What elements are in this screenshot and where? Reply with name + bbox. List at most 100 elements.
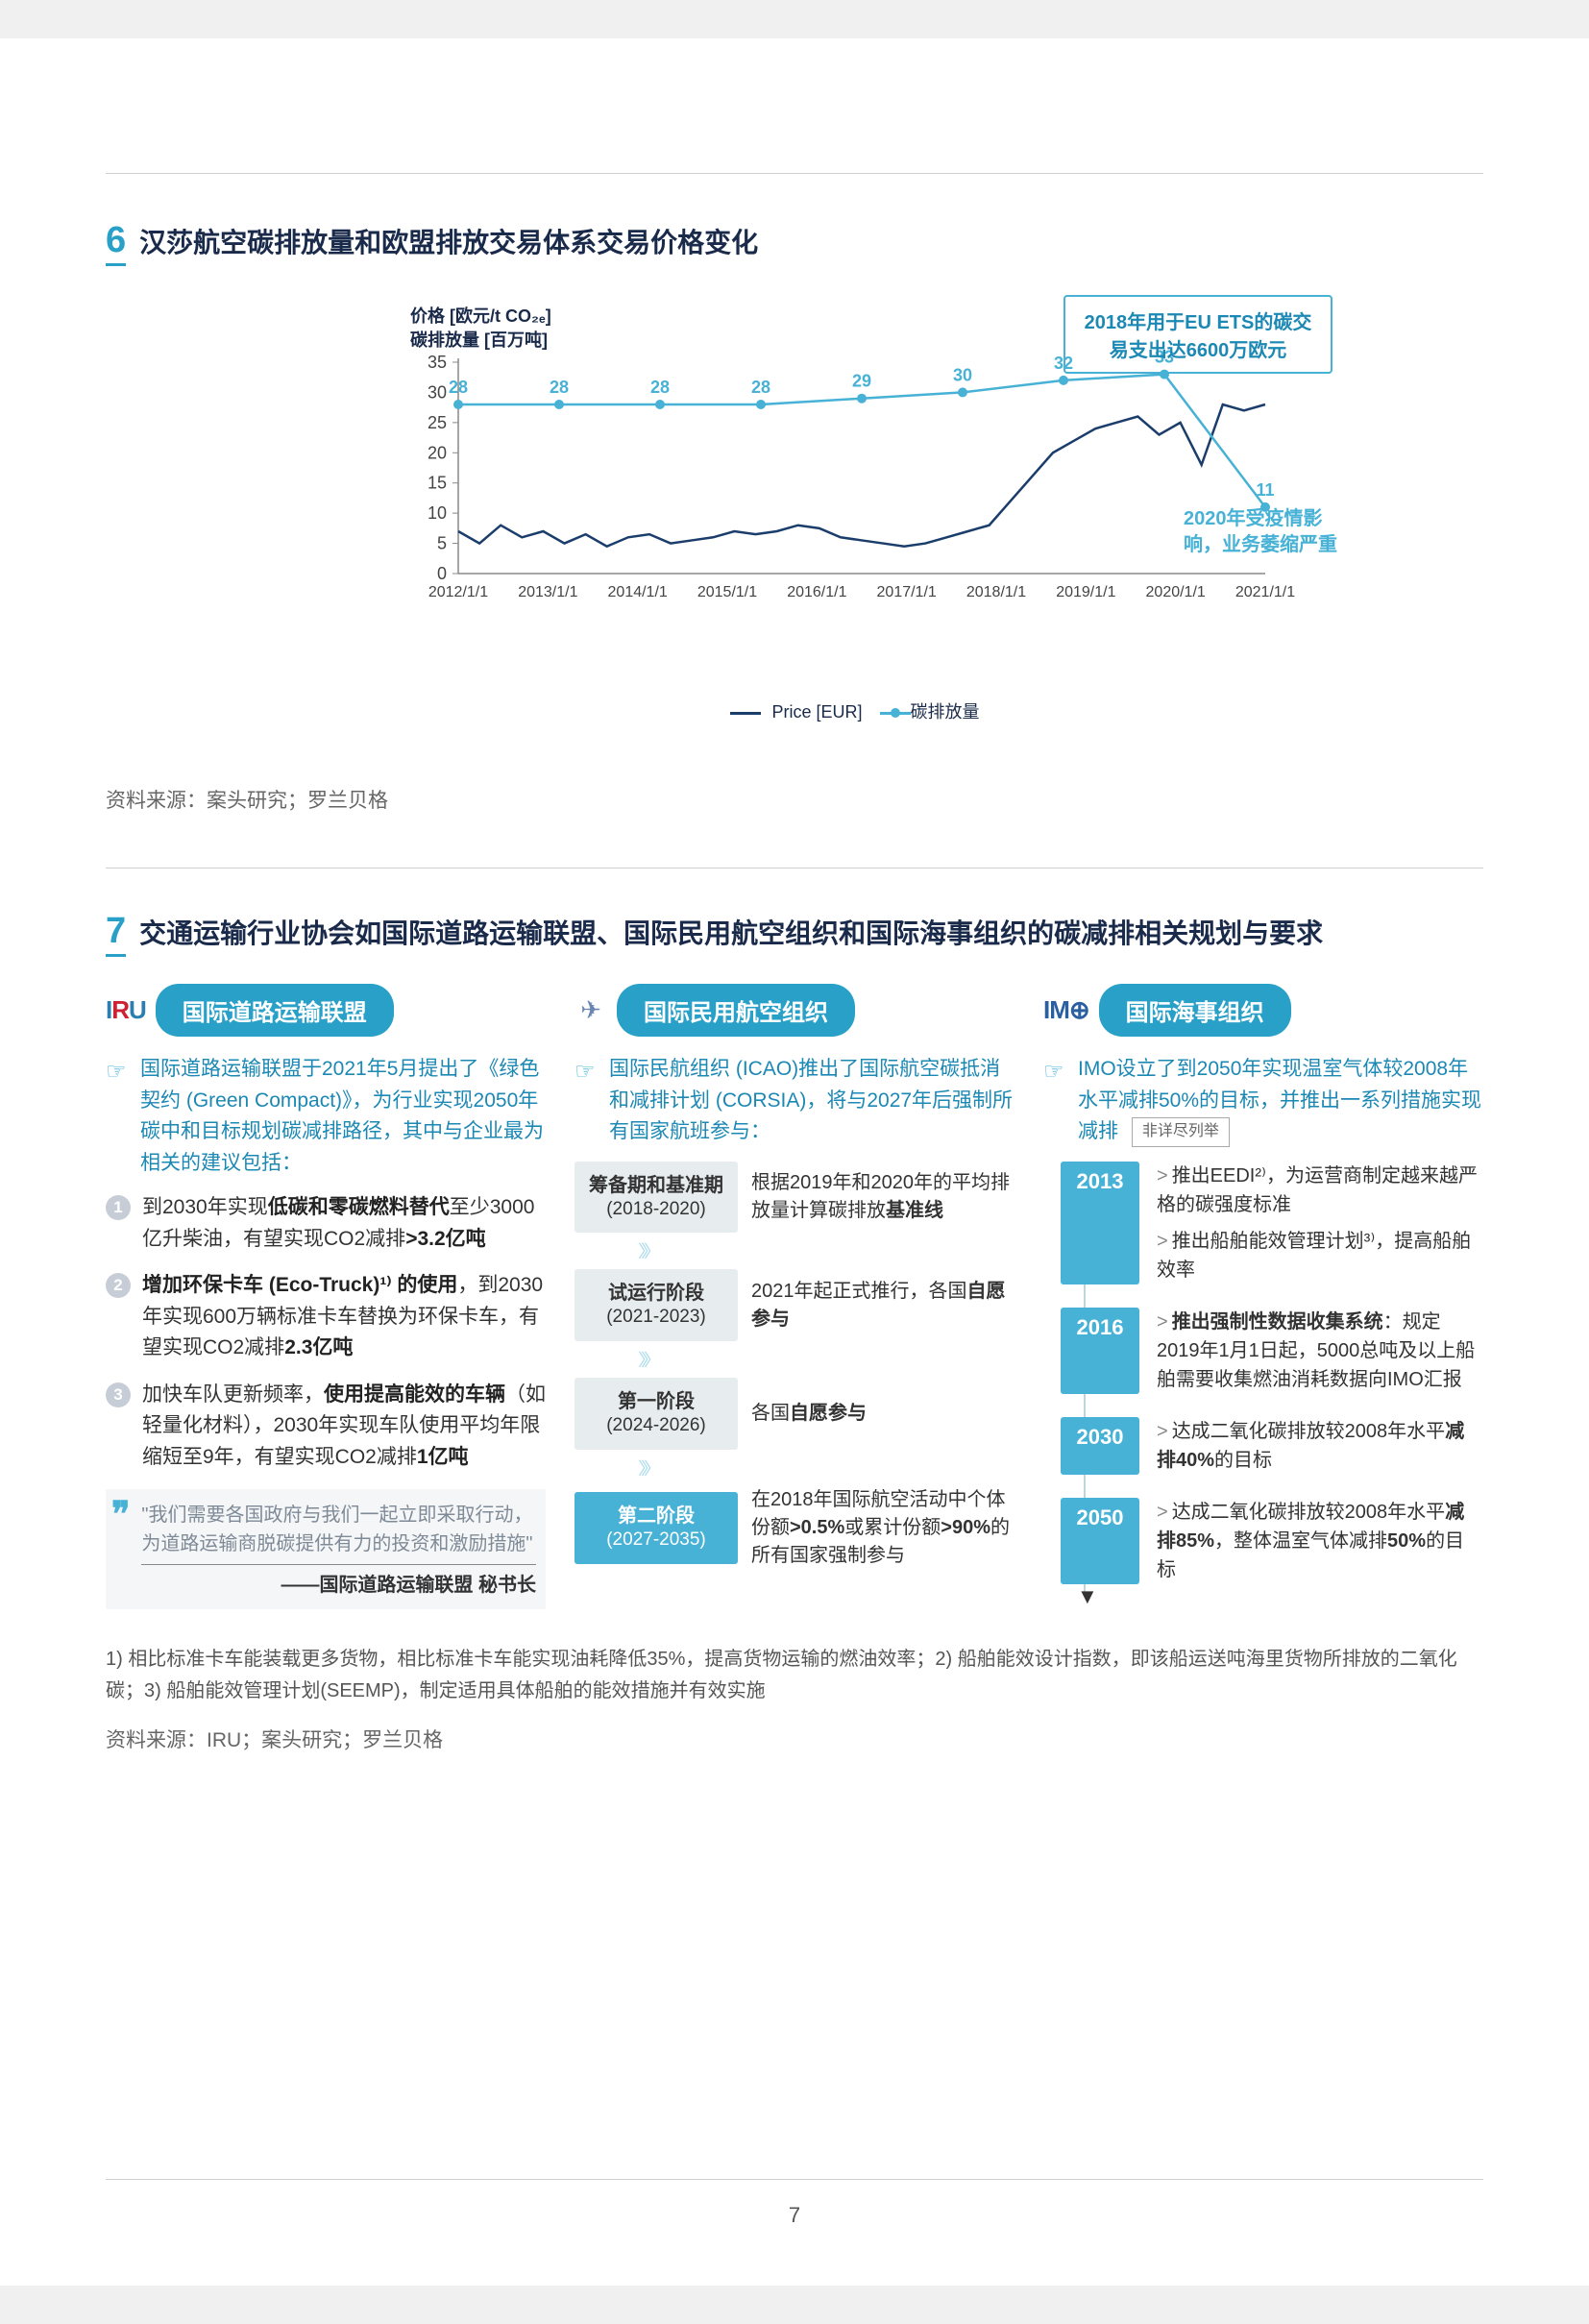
section-7-number: 7 bbox=[106, 911, 126, 957]
tl-2030: 2030 >达成二氧化碳排放较2008年水平减排40%的目标 bbox=[1061, 1417, 1483, 1475]
iru-b2-text: 增加环保卡车 (Eco-Truck)¹⁾ 的使用，到2030年实现600万辆标准… bbox=[142, 1270, 546, 1364]
iru-b1-text: 到2030年实现低碳和零碳燃料替代至少3000亿升柴油，有望实现CO2减排>3.… bbox=[142, 1192, 546, 1255]
phase-1-box: 筹备期和基准期 (2018-2020) bbox=[574, 1162, 738, 1234]
icao-intro: ☞ 国际民航组织 (ICAO)推出了国际航空碳抵消和减排计划 (CORSIA)，… bbox=[574, 1054, 1015, 1148]
svg-text:2013/1/1: 2013/1/1 bbox=[518, 584, 577, 600]
y-label-1: 价格 [欧元/t CO₂ₑ] bbox=[410, 305, 551, 329]
phase-3: 第一阶段 (2024-2026) 各国自愿参与 bbox=[574, 1378, 1015, 1450]
svg-text:28: 28 bbox=[550, 378, 569, 397]
tl-2013-items: >推出EEDI²⁾，为运营商制定越来越严格的碳强度标准 >推出船舶能效管理计划³… bbox=[1157, 1162, 1483, 1284]
hand-icon: ☞ bbox=[106, 1054, 131, 1179]
legend-emis-swatch bbox=[891, 708, 900, 718]
y-label-2: 碳排放量 [百万吨] bbox=[410, 329, 551, 353]
hand-icon: ☞ bbox=[574, 1054, 599, 1148]
svg-text:2017/1/1: 2017/1/1 bbox=[877, 584, 937, 600]
svg-text:28: 28 bbox=[449, 378, 468, 397]
phase-1-yr: (2018-2020) bbox=[580, 1198, 732, 1222]
bullet-num-2: 2 bbox=[106, 1273, 131, 1298]
col-iru: IRU 国际道路运输联盟 ☞ 国际道路运输联盟于2021年5月提出了《绿色契约 … bbox=[106, 984, 546, 1609]
tl-2030-text: 达成二氧化碳排放较2008年水平减排40%的目标 bbox=[1157, 1421, 1464, 1471]
svg-text:15: 15 bbox=[428, 474, 447, 493]
svg-text:30: 30 bbox=[953, 365, 972, 384]
tl-2050: 2050 >达成二氧化碳排放较2008年水平减排85%，整体温室气体减排50%的… bbox=[1061, 1498, 1483, 1584]
tl-2013-a: 推出EEDI²⁾，为运营商制定越来越严格的碳强度标准 bbox=[1157, 1165, 1478, 1215]
quote-attr: ——国际道路运输联盟 秘书长 bbox=[141, 1564, 536, 1600]
tl-2030-item: >达成二氧化碳排放较2008年水平减排40%的目标 bbox=[1157, 1417, 1483, 1475]
chevron-icon: 〉〉〉 bbox=[638, 1456, 1015, 1480]
tl-2050-item: >达成二氧化碳排放较2008年水平减排85%，整体温室气体减排50%的目标 bbox=[1157, 1498, 1483, 1584]
phase-4-name: 第二阶段 bbox=[580, 1504, 732, 1529]
chevron-icon: 〉〉〉 bbox=[638, 1347, 1015, 1372]
chevron-icon: 〉〉〉 bbox=[638, 1238, 1015, 1263]
svg-text:0: 0 bbox=[437, 564, 447, 583]
quote-text: "我们需要各国政府与我们一起立即采取行动，为道路运输商脱碳提供有力的投资和激励措… bbox=[141, 1501, 536, 1558]
svg-text:20: 20 bbox=[428, 443, 447, 462]
three-columns: IRU 国际道路运输联盟 ☞ 国际道路运输联盟于2021年5月提出了《绿色契约 … bbox=[106, 984, 1483, 1609]
phase-1-name: 筹备期和基准期 bbox=[580, 1173, 732, 1198]
section-6-title: 6 汉莎航空碳排放量和欧盟排放交易体系交易价格变化 bbox=[106, 220, 1483, 266]
phase-2-yr: (2021-2023) bbox=[580, 1306, 732, 1330]
tl-year-2030: 2030 bbox=[1061, 1417, 1139, 1475]
iru-intro-text: 国际道路运输联盟于2021年5月提出了《绿色契约 (Green Compact)… bbox=[140, 1054, 546, 1179]
phase-2-desc: 2021年起正式推行，各国自愿参与 bbox=[751, 1278, 1015, 1333]
iru-intro: ☞ 国际道路运输联盟于2021年5月提出了《绿色契约 (Green Compac… bbox=[106, 1054, 546, 1179]
iru-logo: IRU bbox=[106, 995, 146, 1025]
section-6-heading: 汉莎航空碳排放量和欧盟排放交易体系交易价格变化 bbox=[139, 222, 758, 260]
section-7-heading: 交通运输行业协会如国际道路运输联盟、国际民用航空组织和国际海事组织的碳减排相关规… bbox=[139, 913, 1323, 951]
phase-1-desc: 根据2019年和2020年的平均排放量计算碳排放基准线 bbox=[751, 1169, 1015, 1225]
iru-b3-text: 加快车队更新频率，使用提高能效的车辆（如轻量化材料），2030年实现车队使用平均… bbox=[142, 1380, 546, 1474]
phase-4-yr: (2027-2035) bbox=[580, 1529, 732, 1553]
tl-2013-b: 推出船舶能效管理计划³⁾，提高船舶效率 bbox=[1157, 1231, 1471, 1281]
imo-intro: ☞ IMO设立了到2050年实现温室气体较2008年水平减排50%的目标，并推出… bbox=[1043, 1054, 1483, 1148]
chart-callout: 2018年用于EU ETS的碳交易支出达6600万欧元 bbox=[1063, 295, 1332, 374]
phase-2: 试运行阶段 (2021-2023) 2021年起正式推行，各国自愿参与 bbox=[574, 1269, 1015, 1341]
legend-price-label: Price [EUR] bbox=[771, 702, 862, 722]
section-7-source: 资料来源：IRU；案头研究；罗兰贝格 bbox=[106, 1725, 1483, 1753]
lufthansa-chart: 价格 [欧元/t CO₂ₑ] 碳排放量 [百万吨] 2018年用于EU ETS的… bbox=[410, 305, 1294, 670]
phase-1: 筹备期和基准期 (2018-2020) 根据2019年和2020年的平均排放量计… bbox=[574, 1162, 1015, 1234]
iru-bullet-1: 1 到2030年实现低碳和零碳燃料替代至少3000亿升柴油，有望实现CO2减排>… bbox=[106, 1192, 546, 1255]
svg-text:29: 29 bbox=[852, 372, 871, 391]
svg-text:2014/1/1: 2014/1/1 bbox=[608, 584, 668, 600]
imo-timeline: 2013 >推出EEDI²⁾，为运营商制定越来越严格的碳强度标准 >推出船舶能效… bbox=[1043, 1162, 1483, 1584]
col-imo-pill: 国际海事组织 bbox=[1099, 984, 1291, 1037]
icao-logo-icon: ✈ bbox=[574, 994, 607, 1027]
imo-intro-text: IMO设立了到2050年实现温室气体较2008年水平减排50%的目标，并推出一系… bbox=[1078, 1054, 1483, 1148]
rule-bottom bbox=[106, 2179, 1483, 2180]
document-page: 6 汉莎航空碳排放量和欧盟排放交易体系交易价格变化 价格 [欧元/t CO₂ₑ]… bbox=[0, 38, 1589, 2286]
tl-2016-item: >推出强制性数据收集系统：规定2019年1月1日起，5000总吨及以上船舶需要收… bbox=[1157, 1308, 1483, 1394]
svg-text:2021/1/1: 2021/1/1 bbox=[1235, 584, 1295, 600]
svg-text:2012/1/1: 2012/1/1 bbox=[428, 584, 488, 600]
phase-3-yr: (2024-2026) bbox=[580, 1414, 732, 1438]
svg-text:11: 11 bbox=[1256, 480, 1274, 500]
hand-icon: ☞ bbox=[1043, 1054, 1068, 1148]
icao-intro-text: 国际民航组织 (ICAO)推出了国际航空碳抵消和减排计划 (CORSIA)，将与… bbox=[609, 1054, 1015, 1148]
section-6-source: 资料来源：案头研究；罗兰贝格 bbox=[106, 785, 1483, 814]
phase-3-name: 第一阶段 bbox=[580, 1389, 732, 1414]
quote-icon: ❞ bbox=[111, 1501, 130, 1600]
svg-text:25: 25 bbox=[428, 413, 447, 432]
tl-year-2050: 2050 bbox=[1061, 1498, 1139, 1584]
col-icao-head: ✈ 国际民用航空组织 bbox=[574, 984, 1015, 1037]
col-iru-head: IRU 国际道路运输联盟 bbox=[106, 984, 546, 1037]
iru-bullet-3: 3 加快车队更新频率，使用提高能效的车辆（如轻量化材料），2030年实现车队使用… bbox=[106, 1380, 546, 1474]
col-icao: ✈ 国际民用航空组织 ☞ 国际民航组织 (ICAO)推出了国际航空碳抵消和减排计… bbox=[574, 984, 1015, 1609]
bullet-num-3: 3 bbox=[106, 1382, 131, 1407]
phase-3-box: 第一阶段 (2024-2026) bbox=[574, 1378, 738, 1450]
svg-text:35: 35 bbox=[428, 353, 447, 372]
tl-year-2016: 2016 bbox=[1061, 1308, 1139, 1394]
tl-year-2013: 2013 bbox=[1061, 1162, 1139, 1284]
phase-4-box: 第二阶段 (2027-2035) bbox=[574, 1492, 738, 1564]
rule-top bbox=[106, 173, 1483, 174]
section-6-number: 6 bbox=[106, 220, 126, 266]
svg-text:28: 28 bbox=[650, 378, 670, 397]
badge-note: 非详尽列举 bbox=[1132, 1117, 1230, 1147]
iru-bullet-2: 2 增加环保卡车 (Eco-Truck)¹⁾ 的使用，到2030年实现600万辆… bbox=[106, 1270, 546, 1364]
imo-logo: IM⊕ bbox=[1043, 995, 1089, 1025]
arrow-down-icon: ▼ bbox=[1077, 1584, 1098, 1609]
chart-2020-note: 2020年受疫情影响，业务萎缩严重 bbox=[1184, 506, 1347, 558]
legend-price-swatch bbox=[730, 712, 761, 715]
phase-2-name: 试运行阶段 bbox=[580, 1281, 732, 1306]
svg-text:2019/1/1: 2019/1/1 bbox=[1056, 584, 1115, 600]
svg-text:30: 30 bbox=[428, 382, 447, 402]
